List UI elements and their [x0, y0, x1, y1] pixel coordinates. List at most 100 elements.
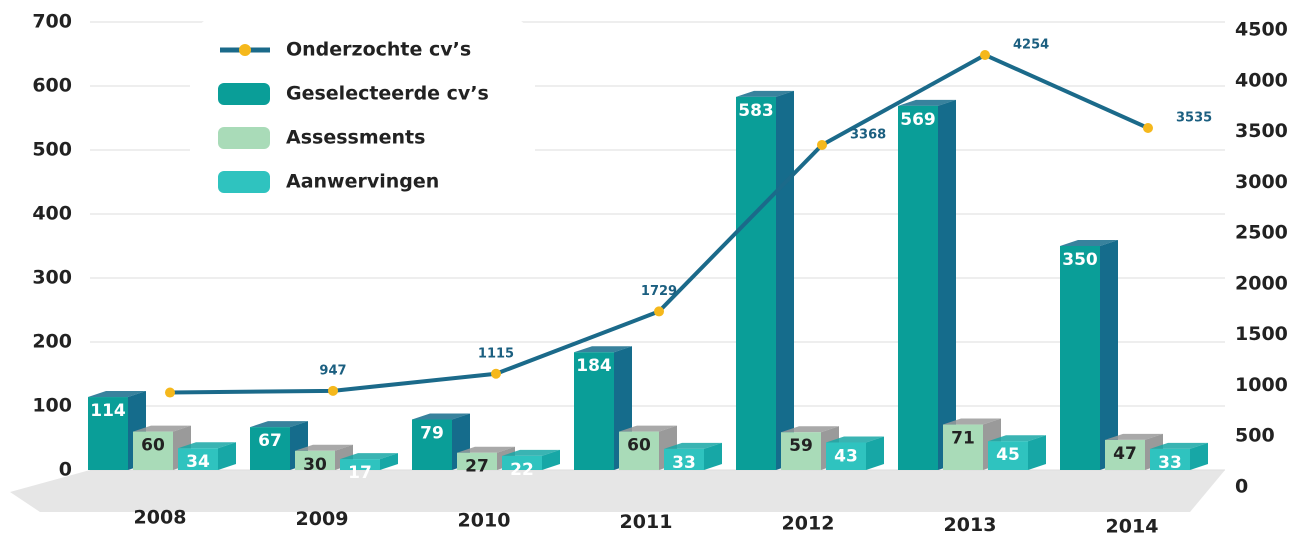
x-tick-label: 2013 [944, 514, 997, 536]
legend-label: Onderzochte cv’s [286, 39, 471, 61]
bar-side [704, 442, 722, 470]
bar-top [736, 90, 794, 97]
bar-top [88, 391, 146, 398]
data-label: 71 [951, 429, 975, 449]
legend-label: Geselecteerde cv’s [286, 83, 489, 105]
y2-tick-label: 1500 [1235, 323, 1288, 345]
bar-side [1100, 240, 1118, 470]
bar-top [781, 426, 839, 433]
bar [178, 448, 218, 470]
bar [574, 352, 614, 470]
bar-top [250, 421, 308, 428]
bar [1105, 439, 1145, 470]
bar [664, 448, 704, 470]
y2-tick-label: 2500 [1235, 222, 1288, 244]
bar-side [1028, 435, 1046, 470]
y2-tick-label: 3500 [1235, 120, 1288, 142]
legend-swatch [218, 83, 270, 105]
bar [826, 442, 866, 470]
bar [1150, 448, 1190, 470]
floor [10, 470, 1225, 512]
line-point [491, 368, 501, 379]
bar [943, 424, 983, 470]
y2-tick-label: 500 [1235, 425, 1275, 447]
data-label: 34 [186, 452, 210, 472]
bar-top [412, 413, 470, 420]
x-tick-label: 2011 [620, 511, 673, 533]
x-tick-label: 2010 [458, 510, 511, 532]
data-label: 17 [348, 463, 372, 483]
bar [988, 441, 1028, 470]
bar [898, 105, 938, 470]
line-label: 1729 [641, 284, 677, 299]
y2-tick-label: 2000 [1235, 272, 1288, 294]
bar [250, 427, 290, 470]
data-label: 43 [834, 446, 858, 466]
bar [295, 450, 335, 470]
x-tick-label: 2014 [1106, 516, 1159, 538]
y-tick-label: 300 [32, 267, 72, 289]
data-label: 33 [672, 453, 696, 473]
bar-top [574, 346, 632, 353]
legend-label: Aanwervingen [286, 171, 439, 193]
data-label: 45 [996, 445, 1020, 465]
legend-box [190, 20, 535, 212]
data-label: 59 [789, 436, 813, 456]
data-label: 60 [627, 436, 651, 456]
y-tick-label: 200 [32, 331, 72, 353]
bar [340, 459, 380, 470]
bar-top [1105, 433, 1163, 440]
y-tick-label: 100 [32, 395, 72, 417]
data-label: 47 [1113, 444, 1137, 464]
bar [502, 455, 542, 470]
bar [412, 419, 452, 470]
bar-side [776, 90, 794, 470]
bar-top [943, 418, 1001, 425]
line-point [328, 385, 338, 396]
line-label: 3535 [1176, 111, 1212, 126]
data-label: 67 [258, 431, 282, 451]
line-point [980, 49, 990, 60]
bar [133, 431, 173, 470]
y-tick-label: 500 [32, 139, 72, 161]
bar-top [898, 99, 956, 106]
bar [457, 452, 497, 470]
data-label: 27 [465, 457, 489, 477]
line-point [817, 139, 827, 150]
bar-side [218, 442, 236, 470]
bar [619, 431, 659, 470]
legend-swatch [218, 171, 270, 193]
bar-side [542, 449, 560, 470]
y2-tick-label: 0 [1235, 476, 1248, 498]
x-tick-label: 2009 [296, 508, 349, 530]
bar-side [380, 453, 398, 470]
y2-tick-label: 3000 [1235, 171, 1288, 193]
y-tick-label: 600 [32, 75, 72, 97]
data-label: 350 [1062, 250, 1098, 270]
data-label: 30 [303, 455, 327, 475]
bar [781, 432, 821, 470]
bar-top [340, 453, 398, 460]
bar [88, 397, 128, 470]
data-label: 583 [738, 101, 774, 121]
x-tick-label: 2012 [782, 513, 835, 535]
bar-top [133, 425, 191, 432]
legend-label: Assessments [286, 127, 425, 149]
bar-top [826, 436, 884, 443]
data-label: 60 [141, 436, 165, 456]
line-label: 4254 [1013, 37, 1049, 52]
bar-top [178, 442, 236, 449]
line-label: 947 [319, 363, 346, 378]
line-label: 1115 [478, 346, 514, 361]
data-label: 569 [900, 110, 936, 130]
bar-side [938, 99, 956, 470]
bar-top [1150, 442, 1208, 449]
bar-top [1060, 240, 1118, 246]
line-label: 3368 [850, 127, 886, 142]
y2-tick-label: 1000 [1235, 374, 1288, 396]
data-label: 22 [510, 460, 534, 480]
bar-top [502, 449, 560, 456]
bar-top [664, 442, 722, 449]
line-point [1143, 123, 1153, 134]
